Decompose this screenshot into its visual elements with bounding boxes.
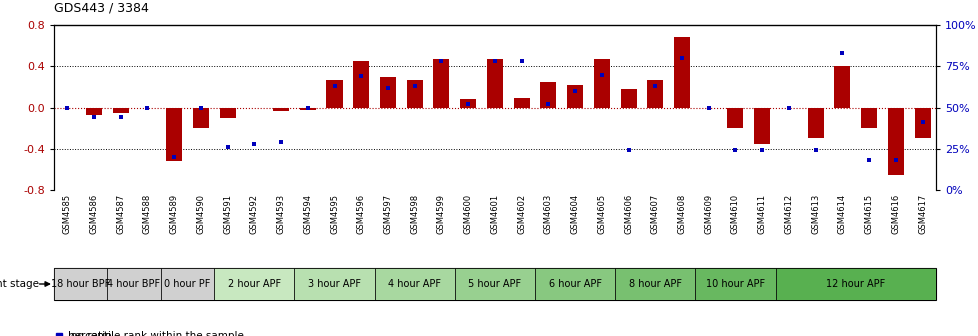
Text: GSM4589: GSM4589	[169, 194, 178, 234]
Text: GSM4587: GSM4587	[116, 194, 125, 234]
Text: 12 hour APF: 12 hour APF	[825, 279, 884, 289]
Text: GSM4614: GSM4614	[837, 194, 846, 234]
Text: 18 hour BPF: 18 hour BPF	[51, 279, 111, 289]
Bar	[513, 98, 529, 108]
Text: 0 hour PF: 0 hour PF	[164, 279, 210, 289]
Text: GSM4592: GSM4592	[249, 194, 258, 234]
Text: 8 hour APF: 8 hour APF	[628, 279, 681, 289]
Bar	[160, 268, 214, 300]
Bar	[861, 108, 876, 128]
Bar	[219, 108, 236, 118]
Text: GDS443 / 3384: GDS443 / 3384	[54, 2, 149, 15]
Bar	[540, 82, 556, 108]
Text: GSM4586: GSM4586	[89, 194, 99, 234]
Text: GSM4601: GSM4601	[490, 194, 499, 234]
Bar	[753, 108, 770, 143]
Bar	[273, 108, 289, 111]
Text: 2 hour APF: 2 hour APF	[228, 279, 281, 289]
Bar	[299, 108, 316, 110]
Text: GSM4591: GSM4591	[223, 194, 232, 234]
Text: GSM4604: GSM4604	[570, 194, 579, 234]
Bar	[913, 108, 930, 138]
Text: development stage: development stage	[0, 279, 39, 289]
Bar	[620, 89, 636, 108]
Bar	[455, 268, 534, 300]
Text: GSM4595: GSM4595	[330, 194, 338, 234]
Bar	[566, 85, 583, 108]
Bar	[112, 108, 128, 113]
Text: GSM4613: GSM4613	[811, 194, 820, 234]
Text: GSM4608: GSM4608	[677, 194, 686, 234]
Bar	[214, 268, 294, 300]
Text: GSM4602: GSM4602	[516, 194, 525, 234]
Bar	[54, 268, 108, 300]
Bar	[433, 59, 449, 108]
Text: GSM4603: GSM4603	[544, 194, 553, 234]
Text: GSM4610: GSM4610	[731, 194, 739, 234]
Text: log ratio: log ratio	[67, 331, 111, 336]
Text: GSM4600: GSM4600	[464, 194, 472, 234]
Text: percentile rank within the sample: percentile rank within the sample	[67, 331, 244, 336]
Text: 4 hour APF: 4 hour APF	[388, 279, 441, 289]
Text: GSM4594: GSM4594	[303, 194, 312, 234]
Bar	[646, 80, 663, 108]
Bar	[406, 80, 422, 108]
Text: 4 hour BPF: 4 hour BPF	[108, 279, 160, 289]
Bar	[108, 268, 160, 300]
Text: GSM4598: GSM4598	[410, 194, 419, 234]
Text: GSM4597: GSM4597	[383, 194, 392, 234]
Bar	[594, 59, 609, 108]
Bar	[694, 268, 775, 300]
Bar	[673, 37, 689, 108]
Bar	[486, 59, 503, 108]
Bar	[534, 268, 614, 300]
Text: GSM4599: GSM4599	[436, 194, 445, 234]
Text: GSM4607: GSM4607	[650, 194, 659, 234]
Text: GSM4612: GSM4612	[783, 194, 792, 234]
Bar	[326, 80, 342, 108]
Bar	[460, 99, 475, 108]
Text: GSM4616: GSM4616	[890, 194, 900, 234]
Bar	[614, 268, 694, 300]
Text: GSM4611: GSM4611	[757, 194, 766, 234]
Text: 10 hour APF: 10 hour APF	[705, 279, 764, 289]
Text: GSM4585: GSM4585	[63, 194, 71, 234]
Bar	[379, 77, 395, 108]
Text: GSM4609: GSM4609	[703, 194, 713, 234]
Text: GSM4617: GSM4617	[917, 194, 926, 234]
Text: GSM4606: GSM4606	[623, 194, 633, 234]
Bar	[375, 268, 455, 300]
Text: GSM4590: GSM4590	[197, 194, 205, 234]
Text: GSM4588: GSM4588	[143, 194, 152, 234]
Bar	[887, 108, 903, 174]
Bar	[833, 66, 850, 108]
Bar	[294, 268, 375, 300]
Bar	[775, 268, 935, 300]
Bar	[193, 108, 208, 128]
Text: GSM4615: GSM4615	[864, 194, 872, 234]
Text: GSM4593: GSM4593	[276, 194, 286, 234]
Text: GSM4605: GSM4605	[597, 194, 605, 234]
Bar	[86, 108, 102, 115]
Text: 5 hour APF: 5 hour APF	[467, 279, 521, 289]
Bar	[166, 108, 182, 161]
Bar	[353, 61, 369, 108]
Bar	[807, 108, 822, 138]
Bar	[727, 108, 742, 128]
Text: 3 hour APF: 3 hour APF	[308, 279, 361, 289]
Text: GSM4596: GSM4596	[356, 194, 366, 234]
Text: 6 hour APF: 6 hour APF	[548, 279, 600, 289]
